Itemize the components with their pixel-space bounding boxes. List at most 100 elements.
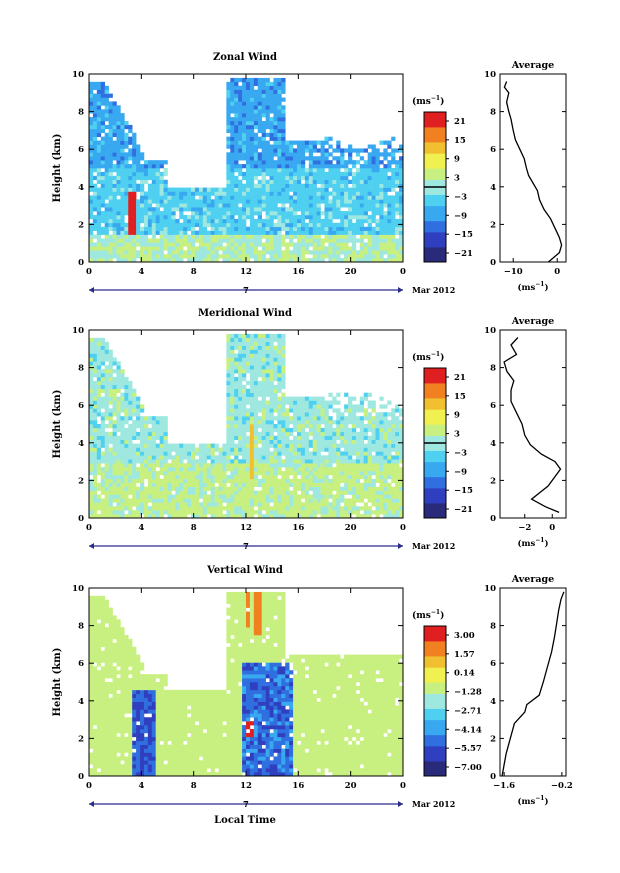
heatmap-cell [265,502,270,507]
heatmap-cell [124,494,129,499]
heatmap-cell [147,459,153,464]
heatmap-cell [348,482,353,487]
heatmap-cell [391,420,396,425]
heatmap-cell [261,502,266,507]
heatmap-cell [316,238,321,243]
heatmap-cell [379,502,384,507]
heatmap-cell [226,514,231,519]
heatmap-cell [328,420,333,425]
heatmap-cell [359,463,365,468]
heatmap-cell [273,482,278,487]
heatmap-cell [281,486,286,491]
heatmap-cell [96,211,102,216]
heatmap-cell [281,222,286,228]
heatmap-cell [308,463,314,468]
heatmap-cell [375,447,380,452]
heatmap-cell [234,179,239,184]
heatmap-cell [128,156,133,161]
heatmap-cell [312,187,317,192]
heatmap-cell [187,254,192,259]
heatmap-cell [297,148,302,153]
heatmap-cell [297,258,302,263]
heatmap-cell [375,246,380,251]
heatmap-cell [89,459,94,464]
heatmap-cell [269,222,274,228]
heatmap-cell [104,443,109,448]
heatmap-cell [210,234,215,239]
heatmap-cell [242,152,247,157]
heatmap-cell [285,242,290,247]
heatmap-cell [261,187,266,192]
heatmap-cell [187,222,192,228]
heatmap-cell [261,230,266,235]
heatmap-cell [375,175,380,181]
x-tick-label: 0 [86,523,92,533]
heatmap-cell [234,412,239,417]
heatmap-cell [277,443,282,448]
heatmap-cell [132,388,137,393]
colorbar-segment [424,168,446,173]
heatmap-cell [92,105,98,110]
heatmap-cell [391,171,396,177]
heatmap-cell [273,416,278,421]
heatmap-cell [285,463,290,468]
heatmap-cell [234,388,239,393]
heatmap-cell [265,369,270,374]
heatmap-cell [316,234,321,239]
heatmap-cell [249,250,255,255]
heatmap-cell [371,246,376,251]
heatmap-cell [230,254,235,259]
heatmap-cell [128,400,133,405]
heatmap-cell [230,443,235,448]
heatmap-cell [351,435,357,440]
heatmap-cell [92,384,98,390]
heatmap-cell [277,349,282,354]
heatmap-cell [187,242,192,247]
heatmap-cell [120,203,125,208]
heatmap-cell [246,408,251,413]
heatmap-cell [249,498,255,503]
heatmap-cell [112,191,117,196]
heatmap-cell [143,250,149,255]
heatmap-cell [265,258,270,263]
heatmap-cell [246,215,251,220]
heatmap-cell [293,242,298,247]
heatmap-cell [340,160,345,165]
heatmap-cell [100,424,105,429]
heatmap-cell [253,101,259,106]
heatmap-cell [151,463,157,468]
heatmap-cell [246,514,251,519]
heatmap-cell [308,420,314,425]
heatmap-cell [249,486,255,491]
heatmap-cell [304,144,310,149]
heatmap-cell [328,152,333,157]
heatmap-cell [351,207,357,212]
heatmap-cell [183,447,188,452]
heatmap-cell [128,455,133,460]
heatmap-cell [202,510,208,515]
heatmap-cell [132,246,137,251]
heatmap-cell [124,471,129,476]
heatmap-cell [147,199,153,204]
heatmap-cell [379,439,384,444]
heatmap-cell [293,463,298,468]
heatmap-cell [124,171,129,177]
heatmap-cell [300,474,306,480]
heatmap-cell [316,140,321,145]
heatmap-cell [304,222,310,228]
heatmap-cell [159,250,164,255]
heatmap-cell [261,384,266,390]
heatmap-cell [163,203,168,208]
heatmap-cell [281,203,286,208]
heatmap-cell [246,506,251,511]
heatmap-cell [265,101,270,106]
heatmap-cell [253,455,259,460]
heatmap-cell [128,416,133,421]
heatmap-cell [273,171,278,177]
heatmap-cell [281,191,286,196]
colorbar-segment [424,220,446,225]
heatmap-cell [387,467,392,472]
heatmap-cell [277,191,282,196]
heatmap-cell [399,179,404,184]
